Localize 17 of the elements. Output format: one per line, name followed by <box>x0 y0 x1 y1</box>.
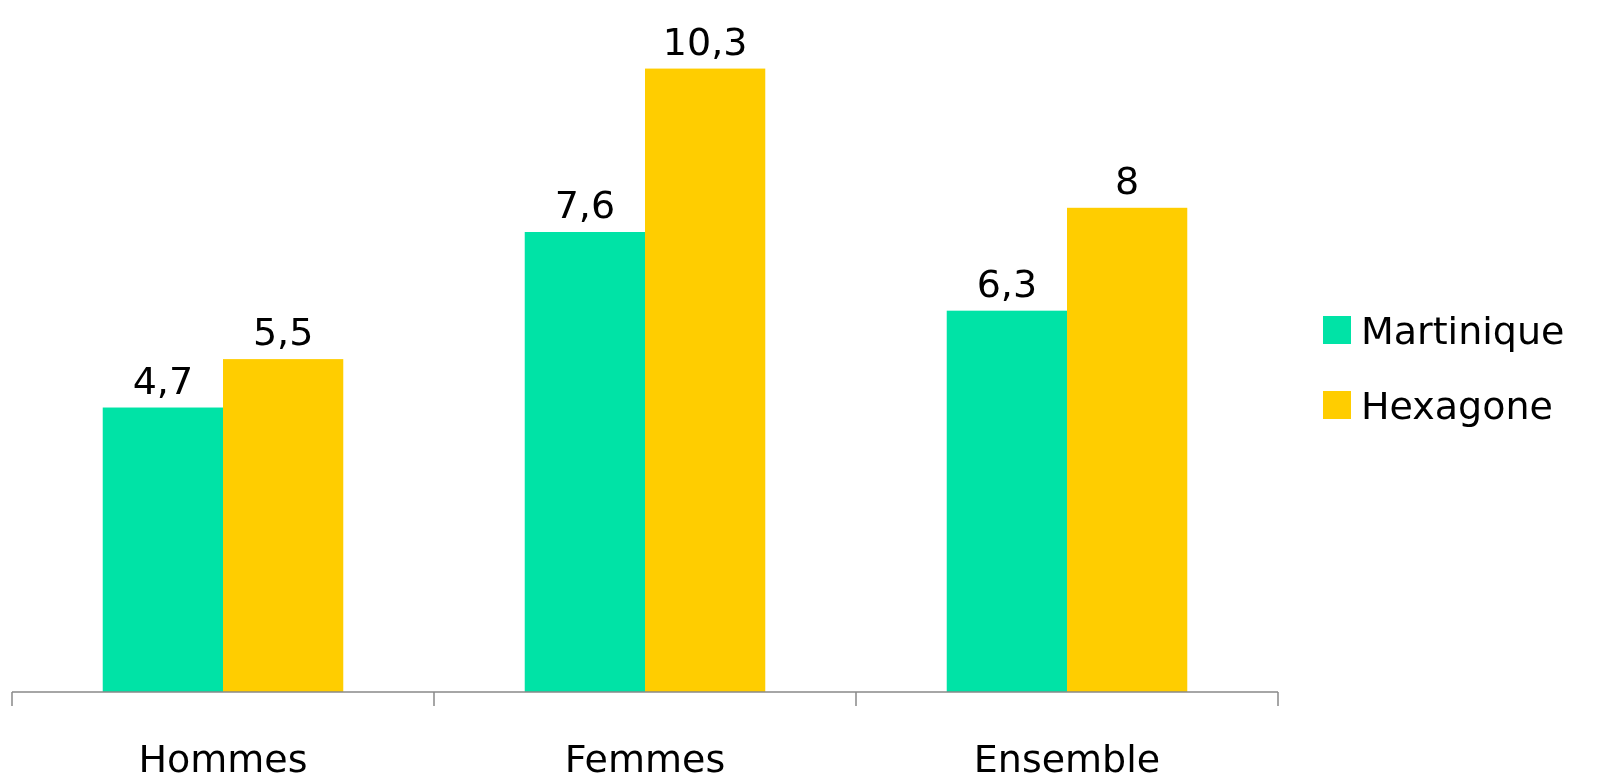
legend-label: Hexagone <box>1361 384 1553 428</box>
bar <box>946 310 1067 692</box>
x-tick-label: Hommes <box>138 737 308 778</box>
data-label: 4,7 <box>132 358 194 403</box>
x-tick-label: Femmes <box>564 737 726 778</box>
bar <box>223 359 344 692</box>
data-label: 5,5 <box>252 310 314 355</box>
data-label: 6,3 <box>976 261 1038 306</box>
x-tick-label: Ensemble <box>973 737 1161 778</box>
data-label: 7,6 <box>554 183 616 227</box>
data-label: 8 <box>1115 158 1140 203</box>
bar <box>645 68 766 692</box>
bar <box>1067 207 1188 692</box>
bar <box>102 407 223 692</box>
data-label: 10,3 <box>662 19 748 64</box>
legend-label: Martinique <box>1361 309 1565 353</box>
bar <box>524 232 645 692</box>
